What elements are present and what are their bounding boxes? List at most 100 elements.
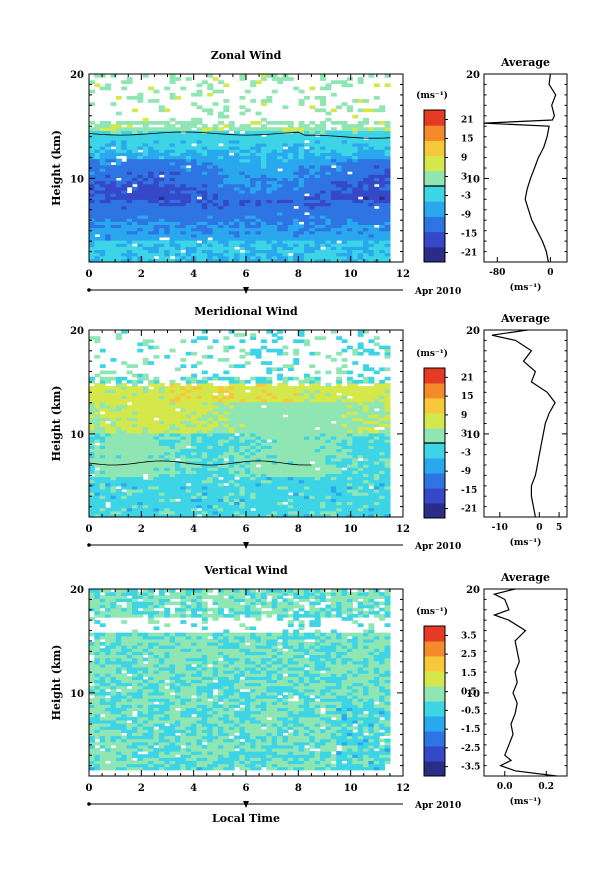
heatmap-cells: [89, 330, 391, 518]
heatmap-cell: [320, 86, 327, 91]
heatmap-cell: [260, 227, 267, 232]
heatmap-cell: [89, 432, 95, 437]
heatmap-cell: [293, 224, 300, 229]
heatmap-cell: [126, 233, 133, 238]
heatmap-cell: [99, 507, 106, 512]
heatmap-cell: [239, 364, 246, 368]
heatmap-cell: [153, 158, 160, 163]
heatmap-cell: [158, 233, 165, 238]
heatmap-cell: [174, 243, 181, 247]
heatmap-cell: [115, 208, 122, 213]
heatmap-cell: [99, 376, 106, 381]
heatmap-cell: [346, 370, 353, 375]
heatmap-cell: [201, 208, 208, 213]
heatmap-cell: [99, 158, 106, 163]
heatmap-cell: [239, 208, 246, 213]
heatmap-cell: [174, 149, 181, 153]
heatmap-cell: [207, 193, 214, 197]
heatmap-cell: [148, 199, 155, 204]
heatmap-cell: [115, 152, 122, 157]
heatmap-cell: [99, 404, 106, 409]
heatmap-cell: [346, 189, 353, 194]
heatmap-cell: [94, 492, 101, 496]
heatmap-cell: [94, 155, 101, 160]
heatmap-cell: [191, 218, 198, 222]
heatmap-cell: [89, 429, 95, 434]
heatmap-cell: [94, 171, 101, 175]
heatmap-cell: [250, 146, 257, 150]
heatmap-cell: [298, 124, 305, 128]
heatmap-cell: [287, 258, 294, 263]
heatmap-cell: [180, 252, 187, 257]
heatmap-cell: [105, 507, 112, 512]
heatmap-cell: [234, 435, 241, 440]
x-tick-label: 8: [295, 269, 302, 280]
heatmap-cell: [357, 233, 364, 238]
heatmap-cell: [201, 164, 208, 169]
heatmap-cell: [234, 127, 241, 131]
heatmap-cell: [346, 224, 353, 229]
heatmap-cell: [266, 243, 273, 247]
heatmap-cell: [325, 208, 332, 213]
heatmap-cell: [250, 258, 257, 263]
heatmap-cell: [277, 152, 284, 157]
heatmap-cell: [228, 376, 235, 381]
heatmap-cell: [234, 136, 241, 141]
heatmap-cell: [148, 152, 155, 157]
heatmap-cell: [180, 121, 187, 125]
heatmap-cell: [346, 149, 353, 153]
heatmap-cell: [303, 127, 310, 131]
heatmap-cell: [191, 196, 198, 200]
heatmap-cell: [89, 189, 95, 194]
heatmap-cell: [94, 158, 101, 163]
heatmap-cell: [164, 146, 171, 150]
heatmap-cell: [352, 168, 359, 172]
heatmap-cell: [105, 161, 112, 166]
heatmap-cell: [239, 164, 246, 169]
heatmap-cell: [277, 236, 284, 241]
heatmap-cell: [363, 121, 370, 125]
heatmap-cell: [196, 218, 203, 222]
heatmap-cell: [110, 211, 117, 216]
heatmap-cell: [287, 177, 294, 182]
heatmap-cell: [271, 230, 278, 235]
heatmap-cell: [303, 155, 310, 160]
heatmap-cell: [341, 218, 348, 222]
heatmap-cell: [234, 240, 241, 244]
heatmap-cell: [303, 161, 310, 166]
heatmap-cell: [287, 121, 294, 125]
heatmap-cell: [266, 127, 273, 131]
heatmap-cell: [110, 139, 117, 144]
heatmap-cell: [212, 77, 219, 81]
heatmap-cell: [121, 127, 128, 131]
heatmap-cell: [325, 255, 332, 260]
heatmap-cell: [303, 386, 310, 390]
heatmap-cell: [212, 196, 219, 200]
heatmap-cell: [89, 243, 95, 247]
heatmap-cell: [260, 224, 267, 229]
heatmap-cell: [212, 240, 219, 244]
heatmap-cell: [363, 130, 370, 135]
heatmap-cell: [234, 364, 241, 368]
heatmap-cell: [99, 240, 106, 244]
heatmap-cell: [191, 155, 198, 160]
heatmap-cell: [99, 221, 106, 225]
heatmap-cell: [336, 221, 343, 225]
heatmap-cell: [266, 255, 273, 260]
heatmap-cell: [363, 161, 370, 166]
heatmap-cell: [357, 199, 364, 204]
heatmap-cell: [320, 224, 327, 229]
heatmap-cell: [325, 227, 332, 232]
heatmap-cell: [131, 121, 138, 125]
heatmap-cell: [244, 230, 251, 235]
heatmap-cell: [255, 218, 262, 222]
heatmap-cell: [201, 149, 208, 153]
heatmap-cell: [325, 152, 332, 157]
heatmap-cell: [277, 196, 284, 200]
heatmap-cell: [142, 255, 149, 260]
heatmap-cell: [158, 152, 165, 157]
heatmap-cell: [105, 158, 112, 163]
heatmap-cell: [105, 139, 112, 144]
heatmap-cell: [298, 152, 305, 157]
heatmap-cell: [384, 230, 391, 235]
